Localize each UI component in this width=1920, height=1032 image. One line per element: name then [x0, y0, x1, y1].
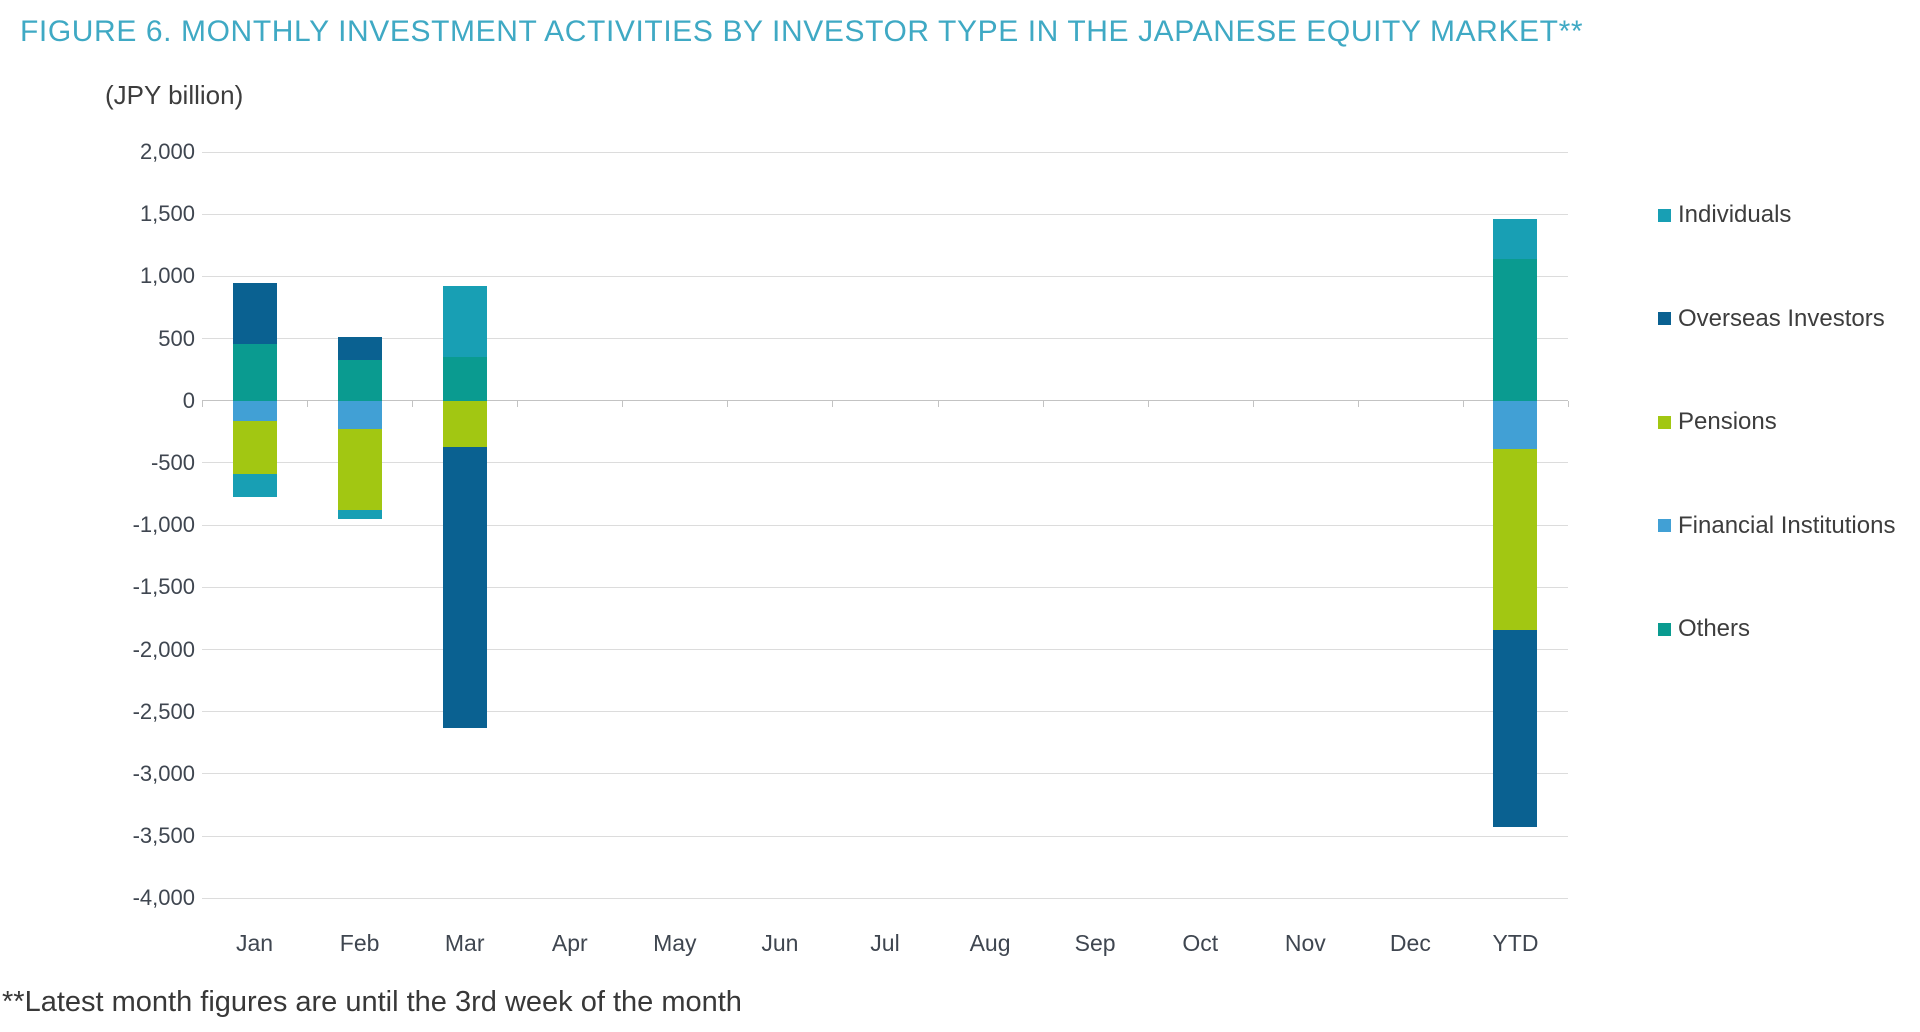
- bar-segment-individuals: [1493, 219, 1538, 259]
- legend-swatch-icon: [1658, 519, 1671, 532]
- legend-item-label: Pensions: [1678, 408, 1777, 435]
- zero-axis-line: [202, 400, 1568, 402]
- x-axis-tick: [202, 400, 203, 407]
- y-axis-tick-label: 500: [158, 325, 195, 351]
- legend-item-overseas-investors: Overseas Investors: [1658, 304, 1885, 334]
- axis-unit-label: (JPY billion): [105, 80, 244, 110]
- legend-item-pensions: Pensions: [1658, 407, 1777, 437]
- gridline: [202, 586, 1568, 588]
- x-axis-category-label: Jul: [870, 930, 900, 956]
- bar-segment-financial-institutions: [1493, 400, 1538, 450]
- gridline: [202, 213, 1568, 215]
- legend-item-individuals: Individuals: [1658, 200, 1791, 230]
- y-axis-tick-label: 2,000: [139, 139, 195, 164]
- legend-item-label: Overseas Investors: [1678, 304, 1885, 332]
- x-axis-category-label: Mar: [444, 930, 485, 956]
- bar-segment-financial-institutions: [337, 400, 382, 430]
- x-axis-category-label: Nov: [1284, 930, 1326, 956]
- legend-item-financial-institutions: Financial Institutions: [1658, 511, 1895, 541]
- y-axis-tick-label: -1,500: [132, 574, 195, 600]
- x-axis-category-label: Dec: [1389, 930, 1431, 956]
- bar-segment-others: [1493, 258, 1538, 401]
- y-axis-tick-label: -2,000: [132, 636, 195, 662]
- gridline: [202, 524, 1568, 526]
- x-axis-tick: [1462, 400, 1464, 407]
- x-axis-tick: [1568, 400, 1569, 407]
- x-axis-category-label: May: [653, 930, 697, 956]
- bar-segment-individuals: [337, 510, 382, 519]
- x-axis-tick: [1042, 400, 1044, 407]
- legend-swatch-icon: [1658, 312, 1671, 325]
- x-axis-tick: [1252, 400, 1254, 407]
- bar-segment-overseas-investors: [442, 446, 487, 728]
- gridline: [202, 773, 1568, 775]
- bar-segment-overseas-investors: [232, 282, 277, 344]
- gridline: [202, 897, 1568, 899]
- x-axis-category-label: Jan: [235, 930, 274, 956]
- y-axis-tick-label: -2,500: [132, 698, 195, 724]
- x-axis-category-label: YTD: [1492, 930, 1539, 956]
- legend-item-others: Others: [1658, 614, 1750, 644]
- gridline: [202, 649, 1568, 651]
- y-axis-tick-label: -3,000: [132, 760, 195, 786]
- bar-segment-overseas-investors: [1493, 629, 1538, 828]
- x-axis-category-label: Apr: [551, 930, 588, 956]
- bar-segment-others: [442, 357, 487, 401]
- x-axis-category-label: Feb: [339, 930, 380, 956]
- bar-segment-pensions: [1493, 449, 1538, 630]
- x-axis-tick: [517, 400, 519, 407]
- x-axis-tick: [412, 400, 414, 407]
- gridline: [202, 275, 1568, 277]
- gridline: [202, 462, 1568, 464]
- bar-segment-others: [232, 343, 277, 401]
- y-axis-tick-label: 1,000: [139, 263, 195, 289]
- bar-segment-overseas-investors: [337, 337, 382, 360]
- x-axis-category-label: Sep: [1074, 930, 1116, 956]
- legend-item-label: Financial Institutions: [1678, 511, 1896, 539]
- bar-segment-pensions: [337, 429, 382, 511]
- bar-segment-others: [337, 359, 382, 401]
- gridline: [202, 711, 1568, 713]
- x-axis-tick: [1147, 400, 1149, 407]
- y-axis-tick-label: 0: [182, 387, 195, 413]
- y-axis-tick-label: -3,500: [132, 823, 195, 849]
- x-axis-category-label: Jun: [761, 930, 799, 956]
- bar-segment-pensions: [232, 420, 277, 475]
- bar-segment-pensions: [442, 400, 487, 447]
- x-axis-category-label: Aug: [969, 930, 1011, 956]
- legend-swatch-icon: [1658, 208, 1671, 222]
- figure-title: FIGURE 6. MONTHLY INVESTMENT ACTIVITIES …: [20, 15, 1584, 48]
- bar-segment-individuals: [442, 286, 487, 358]
- gridline: [202, 338, 1568, 340]
- figure-footnote: **Latest month figures are until the 3rd…: [2, 986, 742, 1018]
- legend-swatch-icon: [1658, 622, 1671, 636]
- y-axis-tick-label: -500: [150, 449, 195, 475]
- bar-segment-financial-institutions: [232, 400, 277, 421]
- gridline: [202, 151, 1568, 153]
- legend-item-label: Others: [1678, 615, 1751, 642]
- y-axis-tick-label: 1,500: [139, 201, 195, 227]
- legend-item-label: Individuals: [1678, 201, 1792, 228]
- y-axis-tick-label: -1,000: [132, 512, 195, 538]
- x-axis-tick: [307, 400, 309, 407]
- x-axis-tick: [1357, 400, 1359, 407]
- x-axis-category-label: Oct: [1182, 930, 1219, 956]
- gridline: [202, 835, 1568, 837]
- bar-segment-individuals: [232, 474, 277, 497]
- x-axis-tick: [727, 400, 729, 407]
- legend-swatch-icon: [1658, 415, 1671, 429]
- x-axis-tick: [622, 400, 624, 407]
- y-axis-tick-label: -4,000: [132, 885, 195, 911]
- x-axis-tick: [832, 400, 834, 407]
- x-axis-tick: [937, 400, 939, 407]
